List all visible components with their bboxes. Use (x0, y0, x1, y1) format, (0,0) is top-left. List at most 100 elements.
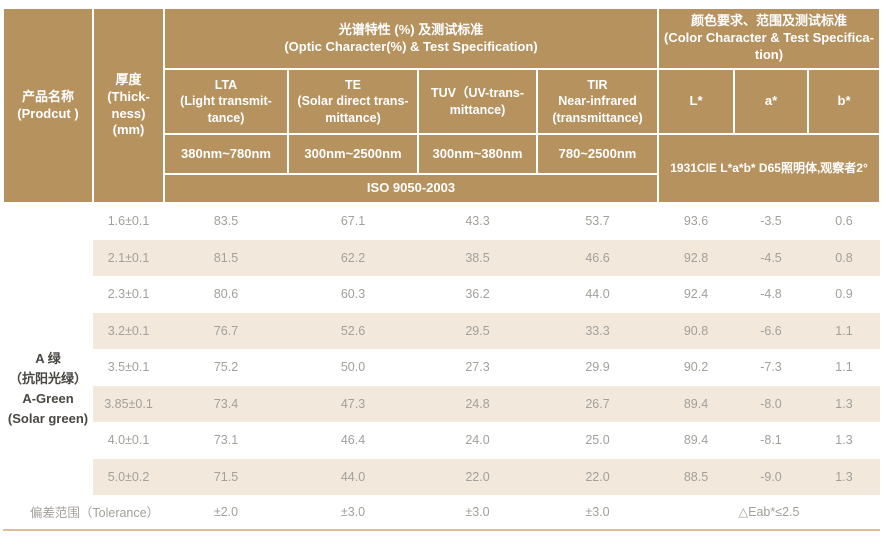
product-name-cell: A 绿 （抗阳光绿） A-Green (Solar green) (3, 203, 93, 495)
cell-tir: 46.6 (585, 250, 610, 265)
cell-lstar: 92.8 (683, 250, 709, 265)
cell-astar: -4.8 (760, 287, 782, 302)
cell-thickness: 1.6±0.1 (107, 214, 150, 229)
header-col-tuv: TUV（UV-trans- mittance) (418, 69, 537, 134)
cell-tuv: 24.8 (465, 396, 490, 411)
cell-bstar: 0.8 (835, 250, 853, 265)
cell-te: 52.6 (340, 323, 366, 338)
cell-lstar: 90.2 (683, 360, 709, 375)
header-thickness: 厚度 (Thick- ness) (mm) (93, 8, 164, 203)
tolerance-label: 偏差范围（Tolerance） (29, 506, 160, 520)
cell-bstar: 1.3 (835, 433, 853, 448)
cell-tir: 53.7 (585, 214, 610, 229)
tolerance-tuv: ±3.0 (465, 504, 490, 519)
header-range-lta: 380nm~780nm (164, 134, 288, 174)
header-optic-standard: ISO 9050-2003 (164, 174, 658, 203)
cell-bstar: 0.9 (835, 287, 853, 302)
data-rows: 1.6±0.1 83.5 67.1 43.3 53.7 93.6 -3.5 0.… (93, 203, 880, 495)
cell-thickness: 3.85±0.1 (104, 396, 153, 411)
table-row: 1.6±0.1 83.5 67.1 43.3 53.7 93.6 -3.5 0.… (93, 203, 880, 240)
table-row: 2.1±0.1 81.5 62.2 38.5 46.6 92.8 -4.5 0.… (93, 239, 880, 276)
cell-astar: -4.5 (760, 250, 782, 265)
spec-table: 产品名称 (Prodcut ) 厚度 (Thick- ness) (mm) 光谱… (3, 8, 880, 531)
cell-lstar: 90.8 (683, 323, 709, 338)
cell-lta: 75.2 (213, 360, 239, 375)
tolerance-tir: ±3.0 (585, 504, 610, 519)
header-color-group: 颜色要求、范围及测试标准 (Color Character & Test Spe… (658, 8, 880, 69)
cell-astar: -9.0 (760, 469, 782, 484)
header-col-lta: LTA (Light transmit- tance) (164, 69, 288, 134)
cell-tir: 33.3 (585, 323, 610, 338)
cell-lta: 73.4 (213, 396, 239, 411)
cell-lta: 81.5 (213, 250, 239, 265)
header-color-standard: 1931CIE L*a*b* D65照明体,观察者2° (658, 134, 880, 203)
cell-thickness: 2.3±0.1 (107, 287, 150, 302)
header-product-name: 产品名称 (Prodcut ) (3, 8, 93, 203)
cell-lstar: 92.4 (683, 287, 709, 302)
tolerance-te: ±3.0 (340, 504, 366, 519)
table-header: 产品名称 (Prodcut ) 厚度 (Thick- ness) (mm) 光谱… (3, 8, 880, 203)
cell-lta: 83.5 (213, 214, 239, 229)
cell-bstar: 1.1 (835, 360, 853, 375)
cell-tuv: 29.5 (465, 323, 490, 338)
cell-bstar: 1.1 (835, 323, 853, 338)
header-col-bstar: b* (808, 69, 880, 134)
cell-thickness: 3.5±0.1 (107, 360, 150, 375)
cell-astar: -3.5 (760, 214, 782, 229)
table-row: 3.2±0.1 76.7 52.6 29.5 33.3 90.8 -6.6 1.… (93, 312, 880, 349)
header-range-te: 300nm~2500nm (288, 134, 418, 174)
header-col-tir: TIR Near-infrared (transmittance) (537, 69, 658, 134)
tolerance-eab: △Eab*≤2.5 (738, 505, 800, 519)
header-range-tir: 780~2500nm (537, 134, 658, 174)
bottom-divider (3, 529, 880, 531)
tolerance-row: 偏差范围（Tolerance） ±2.0 ±3.0 ±3.0 ±3.0 △Eab… (3, 495, 880, 528)
header-col-te: TE (Solar direct trans- mittance) (288, 69, 418, 134)
cell-astar: -7.3 (760, 360, 782, 375)
cell-lta: 71.5 (213, 469, 239, 484)
cell-tuv: 36.2 (465, 287, 490, 302)
cell-tuv: 24.0 (465, 433, 490, 448)
cell-thickness: 4.0±0.1 (107, 433, 150, 448)
table-row: 5.0±0.2 71.5 44.0 22.0 22.0 88.5 -9.0 1.… (93, 458, 880, 495)
cell-bstar: 0.6 (835, 214, 853, 229)
cell-thickness: 2.1±0.1 (107, 250, 150, 265)
cell-te: 44.0 (340, 469, 366, 484)
cell-te: 47.3 (340, 396, 366, 411)
cell-thickness: 5.0±0.2 (107, 469, 150, 484)
cell-lstar: 89.4 (683, 433, 709, 448)
cell-astar: -6.6 (760, 323, 782, 338)
table-row: 2.3±0.1 80.6 60.3 36.2 44.0 92.4 -4.8 0.… (93, 276, 880, 313)
cell-te: 67.1 (340, 214, 366, 229)
cell-tir: 29.9 (585, 360, 610, 375)
cell-tuv: 27.3 (465, 360, 490, 375)
cell-astar: -8.1 (760, 433, 782, 448)
cell-te: 46.4 (340, 433, 366, 448)
tolerance-lta: ±2.0 (213, 504, 239, 519)
cell-lstar: 93.6 (683, 214, 709, 229)
header-range-tuv: 300nm~380nm (418, 134, 537, 174)
cell-thickness: 3.2±0.1 (107, 323, 150, 338)
header-col-lstar: L* (658, 69, 734, 134)
cell-tuv: 22.0 (465, 469, 490, 484)
product-name: A 绿 （抗阳光绿） A-Green (Solar green) (7, 351, 89, 427)
cell-lta: 80.6 (213, 287, 239, 302)
table-body: A 绿 （抗阳光绿） A-Green (Solar green) 1.6±0.1… (3, 203, 880, 495)
table-row: 3.5±0.1 75.2 50.0 27.3 29.9 90.2 -7.3 1.… (93, 349, 880, 386)
cell-te: 62.2 (340, 250, 366, 265)
cell-lta: 73.1 (213, 433, 239, 448)
cell-lstar: 89.4 (683, 396, 709, 411)
cell-tuv: 43.3 (465, 214, 490, 229)
cell-tir: 44.0 (585, 287, 610, 302)
header-optic-group: 光谱特性 (%) 及测试标准 (Optic Character(%) & Tes… (164, 8, 658, 69)
cell-tir: 26.7 (585, 396, 610, 411)
cell-lstar: 88.5 (683, 469, 709, 484)
cell-bstar: 1.3 (835, 469, 853, 484)
cell-te: 60.3 (340, 287, 366, 302)
table-row: 3.85±0.1 73.4 47.3 24.8 26.7 89.4 -8.0 1… (93, 385, 880, 422)
cell-bstar: 1.3 (835, 396, 853, 411)
cell-astar: -8.0 (760, 396, 782, 411)
cell-tuv: 38.5 (465, 250, 490, 265)
cell-lta: 76.7 (213, 323, 239, 338)
table-row: 4.0±0.1 73.1 46.4 24.0 25.0 89.4 -8.1 1.… (93, 422, 880, 459)
cell-tir: 22.0 (585, 469, 610, 484)
